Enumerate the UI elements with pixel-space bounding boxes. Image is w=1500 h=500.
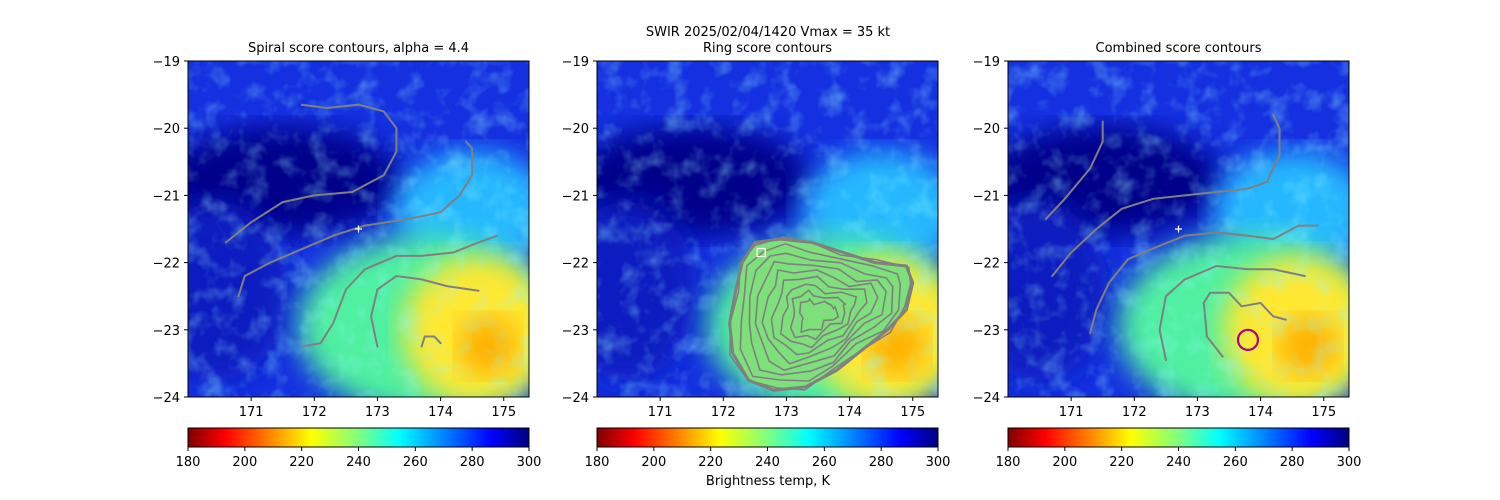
- ring-contour: [770, 275, 868, 356]
- colorbar-tick-label: 200: [1052, 455, 1077, 470]
- center-box-marker: [756, 247, 766, 258]
- x-tick-label: 171: [648, 405, 673, 420]
- ring-contour: [754, 260, 887, 372]
- colorbar-tick-label: 280: [1280, 455, 1305, 470]
- x-tick-label: 174: [428, 405, 453, 420]
- y-tick-label: −23: [153, 324, 180, 339]
- suptitle: SWIR 2025/02/04/1420 Vmax = 35 kt: [646, 25, 890, 40]
- center-marker: [355, 225, 362, 233]
- colorbar-tick-label: 200: [641, 455, 666, 470]
- contour-line: [300, 234, 499, 348]
- colorbar-tick-label: 220: [289, 455, 314, 470]
- colorbar-tick-label: 240: [755, 455, 780, 470]
- x-tick-label: 172: [711, 405, 736, 420]
- contour-line: [1044, 120, 1104, 220]
- y-tick-label: −21: [973, 189, 1000, 204]
- ring-contour: [748, 252, 894, 376]
- colorbar-tick-label: 180: [585, 455, 610, 470]
- colorbar-gradient: [1007, 427, 1350, 448]
- center-marker: [1175, 225, 1182, 233]
- axes-frame: [187, 60, 530, 398]
- y-tick-label: −22: [973, 257, 1000, 272]
- colorbar-tick-label: 260: [403, 455, 428, 470]
- x-tick-label: 171: [239, 405, 264, 420]
- y-tick-label: −22: [153, 257, 180, 272]
- colorbar-tick-label: 280: [460, 455, 485, 470]
- ring-contour: [780, 283, 858, 349]
- colorbar-tick-label: 220: [698, 455, 723, 470]
- colorbar-tick-label: 200: [232, 455, 257, 470]
- y-tick-label: −19: [973, 55, 1000, 70]
- colorbar: 180 200 220 240 260 280 300: [585, 427, 951, 470]
- satellite-image: [1008, 61, 1349, 397]
- ring-contour: [798, 297, 840, 334]
- x-tick-label: 173: [774, 405, 799, 420]
- y-tick-label: −20: [153, 122, 180, 137]
- x-tick-label: 173: [365, 405, 390, 420]
- panel-title: Spiral score contours, alpha = 4.4: [248, 41, 469, 56]
- colorbar-tick-label: 240: [1166, 455, 1191, 470]
- colorbar-gradient: [596, 427, 939, 448]
- contour-line: [237, 140, 474, 298]
- x-tick-label: 173: [1185, 405, 1210, 420]
- contour-line: [370, 274, 480, 348]
- best-ring-marker: [1236, 328, 1260, 351]
- colorbar-tick-label: 260: [812, 455, 837, 470]
- x-tick-label: 172: [302, 405, 327, 420]
- colorbar-tick-label: 240: [346, 455, 371, 470]
- y-tick-label: −24: [562, 391, 589, 406]
- colorbar-tick-label: 280: [869, 455, 894, 470]
- panel-title: Combined score contours: [1096, 41, 1262, 56]
- panel-1: Spiral score contours, alpha = 4.4 171 172…: [153, 41, 542, 470]
- x-tick-label: 175: [1311, 405, 1336, 420]
- colorbar: 180 200 220 240 260 280 300: [996, 427, 1362, 470]
- colorbar-tick-label: 300: [517, 455, 542, 470]
- ring-contour: [729, 236, 912, 391]
- colorbar-gradient: [187, 427, 530, 448]
- satellite-image: [597, 61, 938, 397]
- panel-2: Ring score contours 171 172 173 174 175 −19 −20…: [562, 41, 951, 470]
- contour-line: [1051, 113, 1281, 277]
- y-tick-label: −22: [562, 257, 589, 272]
- x-tick-label: 171: [1059, 405, 1084, 420]
- x-tick-label: 172: [1122, 405, 1147, 420]
- axes-frame: [596, 60, 939, 398]
- contour-line: [224, 103, 398, 244]
- colorbar-tick-label: 220: [1109, 455, 1134, 470]
- colorbar-tick-label: 180: [176, 455, 201, 470]
- x-tick-label: 174: [1248, 405, 1273, 420]
- colorbar-label: Brightness temp, K: [706, 474, 831, 489]
- colorbar-tick-label: 300: [1337, 455, 1362, 470]
- y-tick-label: −20: [973, 122, 1000, 137]
- y-tick-label: −23: [562, 324, 589, 339]
- contour-line: [1202, 291, 1287, 358]
- y-tick-label: −24: [153, 391, 180, 406]
- contour-line: [420, 335, 442, 348]
- satellite-image: [188, 61, 529, 397]
- y-tick-label: −24: [973, 391, 1000, 406]
- y-tick-label: −19: [153, 55, 180, 70]
- contour-line: [1089, 224, 1319, 335]
- x-tick-label: 174: [837, 405, 862, 420]
- colorbar-tick-label: 180: [996, 455, 1021, 470]
- y-tick-label: −23: [973, 324, 1000, 339]
- ring-contour: [761, 269, 879, 365]
- y-tick-label: −21: [562, 189, 589, 204]
- ring-contour: [789, 289, 847, 341]
- colorbar: 180 200 220 240 260 280 300: [176, 427, 542, 470]
- ring-contour: [739, 242, 902, 382]
- y-tick-label: −20: [562, 122, 589, 137]
- x-tick-label: 175: [900, 405, 925, 420]
- axes-frame: [1007, 60, 1350, 398]
- y-tick-label: −21: [153, 189, 180, 204]
- panel-title: Ring score contours: [703, 41, 832, 56]
- colorbar-tick-label: 260: [1223, 455, 1248, 470]
- contour-line: [1158, 264, 1306, 361]
- panel-3: Combined score contours 171 172 173 174 175 −1…: [973, 41, 1362, 470]
- x-tick-label: 175: [491, 405, 516, 420]
- colorbar-tick-label: 300: [926, 455, 951, 470]
- y-tick-label: −19: [562, 55, 589, 70]
